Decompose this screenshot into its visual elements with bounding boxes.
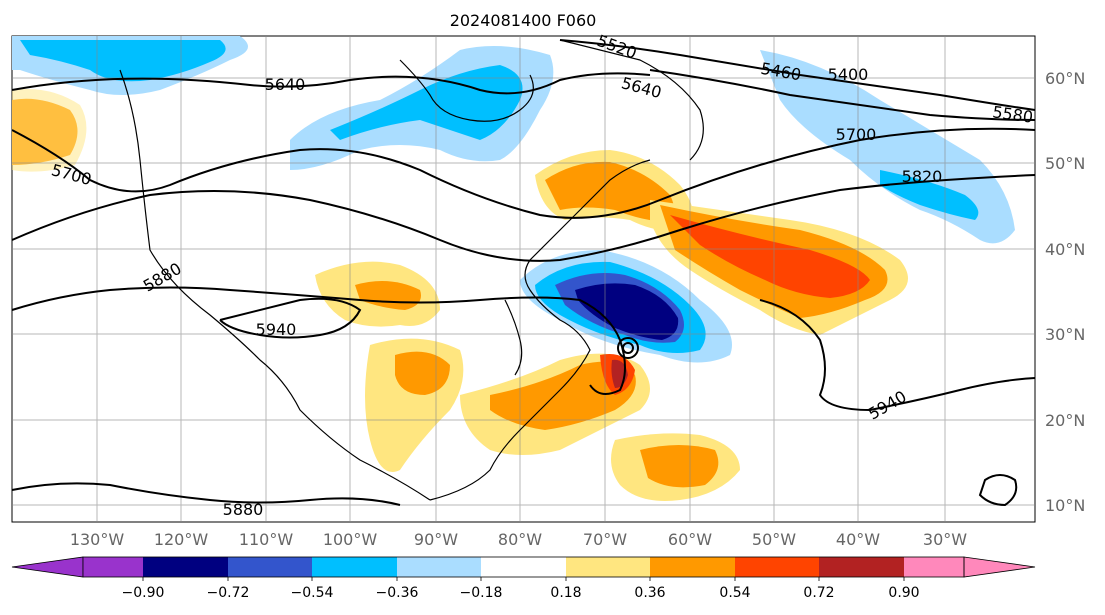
colorbar-segment [481,557,566,577]
contour-label-5640: 5640 [265,75,306,94]
figure-title: 2024081400 F060 [450,11,597,30]
colorbar-segment [735,557,819,577]
lon-tick-label: 50°W [752,530,796,549]
longitude-labels: 130°W 120°W 110°W 100°W 90°W 80°W 70°W 60°W 50°W… [70,530,967,549]
colorbar-segment [312,557,397,577]
colorbar-outline [82,556,965,578]
lon-tick-label: 90°W [414,530,458,549]
map-panel: 5640 5460 5400 5580 5700 5700 5820 5880 … [11,31,1036,523]
shade-atlantic-neg-core [575,283,679,340]
contour-5700 [11,127,1036,219]
contour-5820 [11,174,1036,262]
colorbar-tick-label: −0.72 [207,585,250,601]
contour-5940-west [219,297,362,339]
coastline-gulf [429,159,651,501]
colorbar-tick-label: 0.18 [550,585,581,601]
contour-5940-east [759,299,1036,412]
colorbar-tick-label: −0.90 [122,585,165,601]
colorbar-tick-label: 0.54 [719,585,750,601]
contour-label-5820: 5820 [902,167,943,186]
colorbar-tick-label: −0.54 [291,585,334,601]
colorbar-segment [228,557,312,577]
lat-tick-label: 10°N [1045,496,1085,515]
shade-canada-blue-core [330,65,523,140]
colorbar-segment [819,557,904,577]
lon-tick-label: 130°W [70,530,125,549]
colorbar-segment [650,557,735,577]
lon-tick-label: 30°W [923,530,967,549]
shade-nw-blue-core [20,40,226,82]
colorbar-tick-label: 0.72 [803,585,834,601]
colorbar-tick-label: −0.18 [460,585,503,601]
lat-tick-label: 30°N [1045,325,1085,344]
contour-5880-south [11,482,401,506]
colorbar-tick-label: 0.36 [634,585,665,601]
colorbar-segment [83,557,143,577]
shade-ecarib-warm-core [640,445,719,488]
contour-5580 [649,69,1036,121]
shade-carib-warm-mid [490,361,636,430]
lat-tick-label: 50°N [1045,154,1085,173]
coastline-greenland [559,39,704,161]
lon-tick-label: 70°W [583,530,627,549]
lat-tick-label: 20°N [1045,411,1085,430]
colorbar-segment [904,557,964,577]
lon-tick-label: 80°W [498,530,542,549]
contour-circle-1 [978,474,1018,507]
latitude-labels: 60°N 50°N 40°N 30°N 20°N 10°N [1045,69,1085,515]
lon-tick-label: 100°W [323,530,378,549]
lat-tick-label: 60°N [1045,69,1085,88]
contour-5460 [559,39,1036,111]
lon-tick-label: 60°W [668,530,712,549]
colorbar-tick-label: −0.36 [376,585,419,601]
contour-label-5700-east: 5700 [836,125,877,144]
shade-pnw-warm-edge [12,89,87,172]
colorbar-segment [397,557,481,577]
coastline-na-west [119,69,431,501]
lon-tick-label: 40°W [836,530,880,549]
colorbar: −0.90 −0.72 −0.54 −0.36 −0.18 0.18 0.36 0.54 0.7… [11,556,1036,601]
colorbar-extend-high [963,556,1036,578]
colorbar-extend-low [11,556,84,578]
colorbar-segment [143,557,228,577]
storm-center-ring [617,337,639,359]
height-contours [11,39,1036,507]
contour-label-5940-west: 5940 [256,320,297,339]
colorbar-segment [566,557,650,577]
coastline-hudson [399,59,534,122]
contour-5880 [11,286,626,395]
lat-tick-label: 40°N [1045,240,1085,259]
contour-5640 [11,72,651,95]
contour-label-5400: 5400 [828,65,869,84]
colorbar-tick-label: 0.90 [888,585,919,601]
graticule [12,36,1035,522]
coastlines [119,39,704,501]
lon-tick-label: 110°W [239,530,294,549]
contour-label-5880-south: 5880 [223,500,264,519]
storm-center-inner [622,342,634,354]
lon-tick-label: 120°W [154,530,209,549]
coastline-florida [504,299,523,376]
shade-natl-warm-core [670,215,870,298]
